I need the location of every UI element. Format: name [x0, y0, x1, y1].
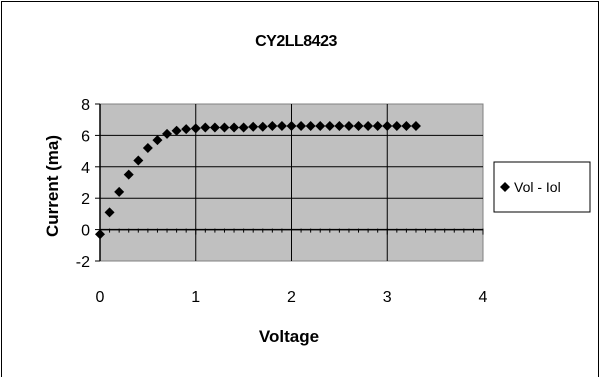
data-point	[286, 120, 297, 131]
data-point	[276, 120, 287, 131]
x-axis-label: Voltage	[259, 327, 319, 346]
data-point	[296, 120, 307, 131]
data-point	[209, 122, 220, 133]
y-tick-label: 2	[81, 191, 90, 208]
data-point	[229, 122, 240, 133]
data-point	[382, 120, 393, 131]
data-point	[95, 229, 105, 240]
data-point	[152, 135, 163, 146]
data-point	[353, 120, 364, 131]
data-point	[305, 120, 316, 131]
y-tick-label: 6	[81, 128, 90, 145]
data-point	[391, 120, 402, 131]
data-point	[257, 121, 268, 132]
legend: Vol - Iol	[493, 161, 591, 213]
x-tick-label: 1	[191, 289, 200, 306]
data-point	[315, 120, 326, 131]
data-point	[363, 120, 374, 131]
data-point	[334, 120, 345, 131]
data-point	[114, 186, 125, 197]
data-point	[162, 128, 173, 139]
y-axis-label: Current (ma)	[43, 135, 62, 237]
x-tick-labels: 0 1 2 3 4	[96, 289, 488, 306]
x-tick-label: 3	[383, 289, 392, 306]
chart-title: CY2LL8423	[255, 33, 337, 50]
data-point	[200, 122, 211, 133]
y-tick-labels: -2 0 2 4 6 8	[76, 97, 90, 271]
data-point	[123, 169, 134, 180]
x-tick-label: 0	[96, 289, 105, 306]
data-point	[238, 122, 249, 133]
y-tick-label: 8	[81, 97, 90, 114]
x-tick-label: 2	[287, 289, 296, 306]
data-point	[267, 120, 278, 131]
data-series	[95, 120, 421, 240]
zero-axis	[95, 103, 484, 262]
data-point	[372, 120, 383, 131]
data-point	[190, 123, 201, 134]
data-point	[104, 207, 115, 218]
data-point	[324, 120, 335, 131]
y-tick-label: 4	[81, 160, 90, 177]
data-point	[401, 120, 412, 131]
data-point	[343, 120, 354, 131]
data-point	[171, 125, 182, 136]
legend-marker-diamond	[500, 182, 510, 192]
y-tick-label: -2	[76, 254, 90, 271]
data-point	[181, 124, 192, 135]
legend-label: Vol - Iol	[514, 179, 561, 195]
y-tick-label: 0	[81, 223, 90, 240]
data-point	[410, 120, 421, 131]
x-tick-label: 4	[479, 289, 488, 306]
data-point	[219, 122, 230, 133]
data-point	[142, 142, 153, 153]
data-point	[248, 121, 259, 132]
data-point	[133, 155, 144, 166]
